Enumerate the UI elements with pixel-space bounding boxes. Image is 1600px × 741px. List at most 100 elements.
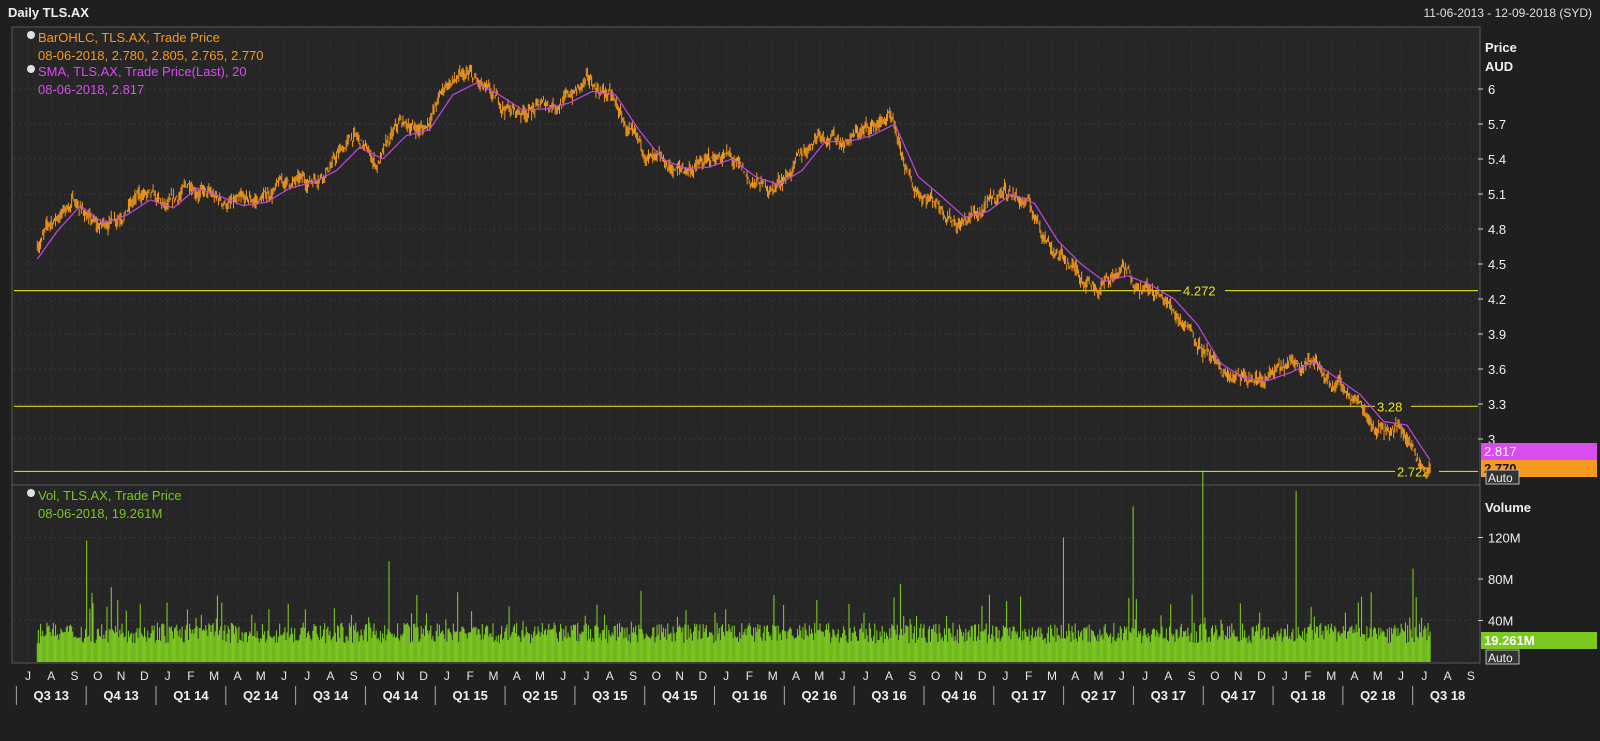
month-label: J xyxy=(584,669,590,683)
month-label: S xyxy=(1188,669,1196,683)
month-label: M xyxy=(768,669,778,683)
month-label: J xyxy=(1119,669,1125,683)
level-label-bg xyxy=(1375,398,1411,414)
last-value-badge xyxy=(1481,443,1597,460)
month-label: F xyxy=(1304,669,1311,683)
month-label: J xyxy=(840,669,846,683)
date-range: 11-06-2013 - 12-09-2018 (SYD) xyxy=(1423,6,1592,20)
month-label: O xyxy=(1210,669,1219,683)
level-label-bg xyxy=(1395,463,1439,479)
month-label: D xyxy=(699,669,708,683)
sma-line xyxy=(36,82,1431,461)
month-label: M xyxy=(814,669,824,683)
month-label: J xyxy=(1398,669,1404,683)
quarter-label: Q2 16 xyxy=(802,688,837,703)
month-label: F xyxy=(466,669,473,683)
price-panel-frame xyxy=(11,26,1481,486)
legend-series-name: SMA, TLS.AX, Trade Price(Last), 20 xyxy=(38,64,247,79)
title-bar: Daily TLS.AX 11-06-2013 - 12-09-2018 (SY… xyxy=(0,0,1600,26)
legend-toggle-icon xyxy=(27,489,35,497)
month-label: A xyxy=(1071,669,1079,683)
quarter-label: Q4 17 xyxy=(1220,688,1255,703)
month-label: D xyxy=(978,669,987,683)
month-label: A xyxy=(47,669,55,683)
month-label: S xyxy=(908,669,916,683)
month-label: F xyxy=(1025,669,1032,683)
price-tick-label: 3.6 xyxy=(1488,362,1506,377)
month-label: A xyxy=(233,669,241,683)
month-label: O xyxy=(93,669,102,683)
month-label: S xyxy=(629,669,637,683)
month-label: A xyxy=(513,669,521,683)
level-label: 3.28 xyxy=(1377,399,1402,414)
quarter-label: Q2 18 xyxy=(1360,688,1395,703)
month-label: O xyxy=(372,669,381,683)
price-tick-label: 5.7 xyxy=(1488,117,1506,132)
month-label: M xyxy=(1326,669,1336,683)
price-tick-label: 4.8 xyxy=(1488,222,1506,237)
price-tick-label: 5.4 xyxy=(1488,152,1506,167)
volume-auto-button xyxy=(1485,649,1520,665)
month-label: J xyxy=(863,669,869,683)
chart-title: Daily TLS.AX xyxy=(8,5,89,20)
volume-last-text: 19.261M xyxy=(1484,633,1535,648)
quarter-label: Q1 15 xyxy=(452,688,487,703)
month-label: J xyxy=(723,669,729,683)
price-tick-label: 3.3 xyxy=(1488,397,1506,412)
auto-scale-label: Auto xyxy=(1488,471,1513,485)
month-label: J xyxy=(1282,669,1288,683)
price-axis-title: Price xyxy=(1485,40,1517,55)
month-label: J xyxy=(281,669,287,683)
month-label: J xyxy=(25,669,31,683)
quarter-label: Q3 15 xyxy=(592,688,627,703)
month-label: S xyxy=(1467,669,1475,683)
month-label: M xyxy=(1373,669,1383,683)
month-label: M xyxy=(1047,669,1057,683)
legend-toggle-icon xyxy=(27,65,35,73)
volume-tick-label: 120M xyxy=(1488,531,1521,546)
last-value-text: 2.817 xyxy=(1484,444,1517,459)
quarter-label: Q3 16 xyxy=(871,688,906,703)
quarter-label: Q2 17 xyxy=(1081,688,1116,703)
volume-tick-label: 40M xyxy=(1488,614,1513,629)
month-label: M xyxy=(488,669,498,683)
quarter-label: Q4 15 xyxy=(662,688,697,703)
quarter-label: Q2 15 xyxy=(522,688,557,703)
month-label: M xyxy=(256,669,266,683)
month-label: A xyxy=(1351,669,1359,683)
month-label: F xyxy=(746,669,753,683)
quarter-label: Q4 16 xyxy=(941,688,976,703)
month-label: M xyxy=(209,669,219,683)
volume-auto-label: Auto xyxy=(1488,651,1513,665)
month-label: N xyxy=(396,669,405,683)
price-tick-label: 3.9 xyxy=(1488,327,1506,342)
month-label: D xyxy=(419,669,428,683)
month-label: D xyxy=(1257,669,1266,683)
month-label: N xyxy=(955,669,964,683)
volume-legend-value: 08-06-2018, 19.261M xyxy=(38,506,162,521)
quarter-label: Q2 14 xyxy=(243,688,279,703)
volume-axis-title: Volume xyxy=(1485,500,1531,515)
month-label: F xyxy=(187,669,194,683)
month-label: J xyxy=(1002,669,1008,683)
quarter-label: Q3 14 xyxy=(313,688,349,703)
month-label: A xyxy=(327,669,335,683)
quarter-label: Q4 14 xyxy=(383,688,419,703)
price-tick-label: 5.1 xyxy=(1488,187,1506,202)
quarter-label: Q3 18 xyxy=(1430,688,1465,703)
legend-series-value: 08-06-2018, 2.817 xyxy=(38,82,144,97)
volume-tick-label: 80M xyxy=(1488,572,1513,587)
month-label: S xyxy=(350,669,358,683)
price-tick-label: 6 xyxy=(1488,82,1495,97)
month-label: N xyxy=(117,669,126,683)
price-tick-label: 4.2 xyxy=(1488,292,1506,307)
month-label: D xyxy=(140,669,149,683)
legend-series-name: BarOHLC, TLS.AX, Trade Price xyxy=(38,30,220,45)
month-label: A xyxy=(1444,669,1452,683)
month-label: A xyxy=(885,669,893,683)
month-label: O xyxy=(931,669,940,683)
month-label: J xyxy=(1421,669,1427,683)
month-label: M xyxy=(1094,669,1104,683)
